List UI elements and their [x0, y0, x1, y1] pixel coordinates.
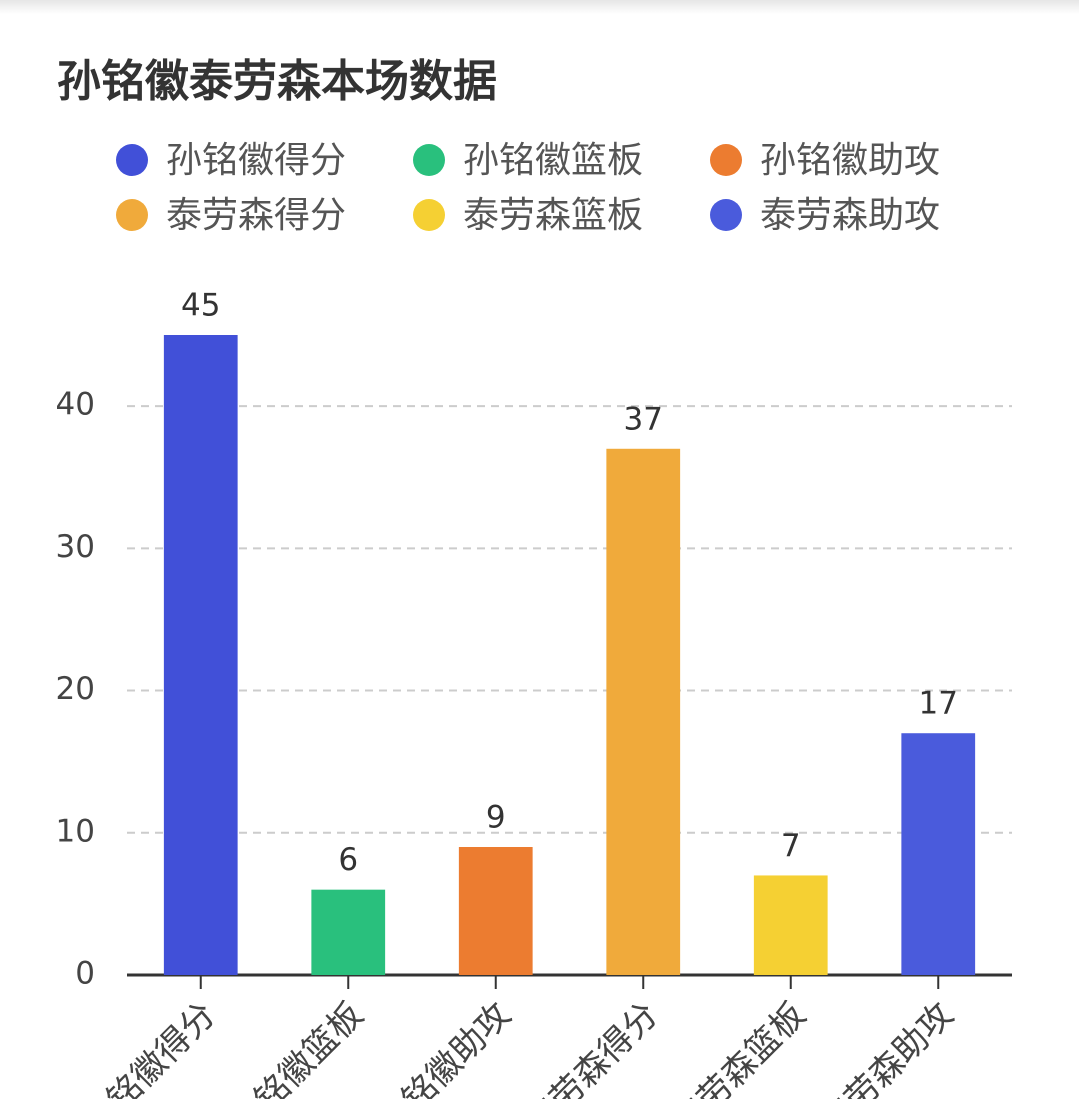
legend-label: 孙铭徽助攻 [760, 140, 940, 181]
bar [753, 875, 828, 975]
chart-title: 孙铭徽泰劳森本场数据 [57, 56, 497, 107]
legend-label: 泰劳森篮板 [463, 195, 643, 236]
value-label: 6 [338, 842, 358, 878]
legend-marker [413, 144, 445, 176]
bar [901, 733, 976, 975]
legend-label: 孙铭徽得分 [166, 140, 346, 181]
x-tick-label: 泰劳森得分 [518, 995, 666, 1099]
legend-label: 泰劳森得分 [166, 195, 346, 236]
value-label: 37 [624, 401, 663, 437]
bar [163, 335, 238, 975]
x-tick-label: 泰劳森篮板 [665, 995, 813, 1099]
x-tick-label: 孙铭徽得分 [75, 995, 223, 1099]
y-tick-label: 30 [56, 529, 95, 565]
bar [458, 847, 533, 975]
x-tick-label: 孙铭徽助攻 [370, 995, 518, 1099]
legend-marker [413, 199, 445, 231]
bar [606, 448, 681, 975]
legend-marker [116, 199, 148, 231]
bar [311, 889, 386, 975]
value-label: 17 [919, 686, 958, 722]
y-tick-label: 40 [56, 387, 95, 423]
value-label: 9 [486, 800, 506, 836]
y-tick-label: 20 [56, 671, 95, 707]
y-tick-label: 0 [75, 956, 95, 992]
y-tick-label: 10 [56, 813, 95, 849]
value-label: 7 [781, 828, 801, 864]
legend-marker [710, 199, 742, 231]
top-shadow [0, 0, 1079, 14]
x-tick-label: 孙铭徽篮板 [223, 995, 371, 1099]
legend-marker [710, 144, 742, 176]
value-label: 45 [181, 288, 220, 324]
x-tick-label: 泰劳森助攻 [813, 995, 961, 1099]
legend-marker [116, 144, 148, 176]
legend-label: 泰劳森助攻 [760, 195, 940, 236]
legend-label: 孙铭徽篮板 [463, 140, 643, 181]
